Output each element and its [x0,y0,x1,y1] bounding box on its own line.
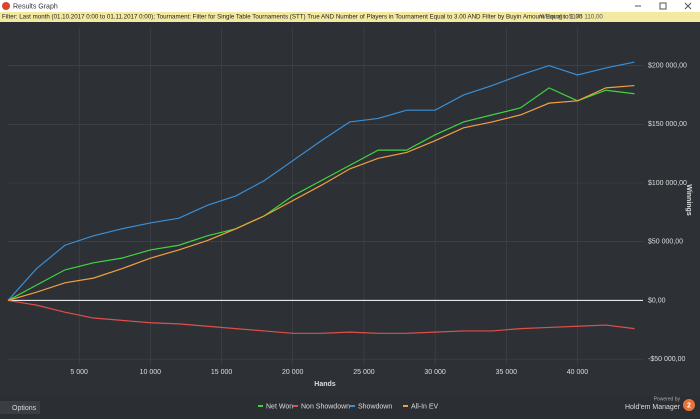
logo [683,399,695,411]
chart-area [0,22,700,396]
x-axis-label: Hands [314,381,336,388]
x-tick-label: 20 000 [282,369,304,376]
filter-bar [0,12,700,22]
maximize-button[interactable] [659,2,667,10]
powered-by: Powered by [654,396,681,402]
options-label[interactable]: Options [12,405,37,412]
series-line [7,84,635,301]
product-name: Hold'em Manager [625,404,681,411]
x-tick-label: 15 000 [211,369,233,376]
close-button[interactable] [684,2,692,10]
y-tick-label: $50 000,00 [648,239,683,246]
series-line [7,61,635,301]
legend-label: Showdown [358,403,392,410]
x-tick-label: 5 000 [70,369,88,376]
filter-text: Filter: Last month (01.10.2017 0:00 to 0… [2,14,583,21]
y-tick-label: $150 000,00 [648,121,687,128]
y-tick-label: $0,00 [648,297,666,304]
window-title: Results Graph [13,3,58,10]
x-tick-label: 25 000 [353,369,375,376]
logo-text: 2 [687,402,691,409]
x-tick-label: 30 000 [424,369,446,376]
app-icon [2,2,10,10]
options-button[interactable] [0,401,40,414]
winnings-summary: Winnings: $175 110,00 [540,14,603,21]
x-tick-label: 40 000 [567,369,589,376]
legend-label: Net Won [266,403,293,410]
plot: -$50 000,00 $0,00 $50 000,00 $100 000,00 $15… [7,28,687,376]
legend-label: All-In EV [411,403,439,410]
y-axis-label: Winnings [685,184,692,216]
series-line [7,299,635,334]
y-tick-label: -$50 000,00 [648,356,685,363]
y-tick-label: $200 000,00 [648,62,687,69]
legend-label: Non Showdown [301,403,350,410]
series-line [7,87,635,301]
x-tick-label: 10 000 [140,369,162,376]
y-tick-label: $100 000,00 [648,180,687,187]
title-bar [0,0,700,12]
x-tick-label: 35 000 [496,369,518,376]
